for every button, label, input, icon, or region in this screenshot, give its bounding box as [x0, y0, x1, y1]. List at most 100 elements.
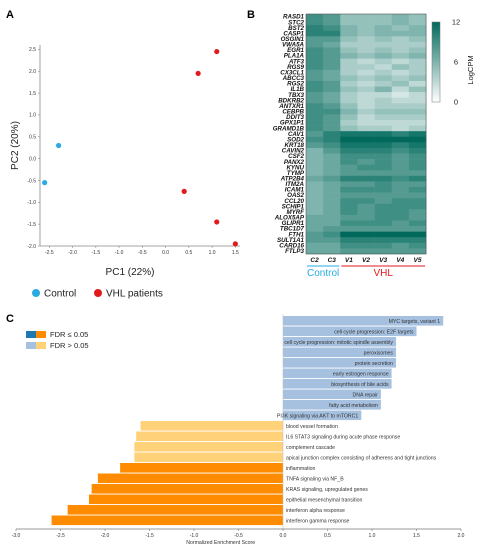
gene-label: ATF3	[288, 58, 305, 65]
heatmap-cell	[323, 147, 341, 154]
term-label: MYC targets, variant 1	[389, 319, 441, 325]
x-tick-label: 1.5	[232, 250, 239, 256]
heatmap-cell	[408, 214, 427, 221]
legend-label: Control	[44, 289, 76, 300]
heatmap-cell	[306, 237, 324, 244]
heatmap-cell	[391, 108, 410, 115]
heatmap-cell	[323, 175, 341, 182]
heatmap-cell	[391, 203, 410, 210]
heatmap-cell	[408, 209, 427, 216]
heatmap-cell	[391, 198, 410, 205]
y-tick-label: 0.5	[29, 135, 36, 141]
heatmap-cell	[323, 142, 341, 149]
heatmap-cell	[374, 25, 393, 32]
heatmap-cell	[340, 164, 358, 171]
gene-label: TBC1D7	[280, 226, 305, 233]
heatmap-cell	[340, 120, 358, 126]
heatmap-cell	[323, 14, 341, 20]
heatmap-cell	[357, 186, 375, 193]
heatmap-cell	[374, 64, 393, 71]
heatmap-cell	[391, 231, 410, 238]
heatmap-cell	[357, 198, 375, 205]
term-label: DNA repair	[353, 393, 379, 399]
heatmap-cell	[357, 36, 375, 43]
heatmap-cell	[374, 231, 393, 238]
heatmap-cell	[323, 64, 341, 71]
nes-bar	[283, 389, 381, 400]
gene-label: GLIPR1	[282, 220, 305, 227]
heatmap-cell	[340, 142, 358, 149]
heatmap-cell	[306, 25, 324, 32]
heatmap-cell	[391, 41, 410, 48]
heatmap-cell	[408, 220, 427, 227]
heatmap-cell	[323, 248, 341, 255]
heatmap-cell	[340, 36, 358, 43]
heatmap-cell	[374, 19, 393, 26]
heatmap-cell	[374, 92, 393, 98]
heatmap-cell	[306, 125, 324, 132]
heatmap-cell	[408, 175, 427, 182]
heatmap-cell	[306, 120, 324, 126]
nes-bar	[91, 484, 284, 494]
heatmap-cell	[323, 69, 341, 76]
heatmap-cell	[357, 25, 375, 32]
heatmap-cell	[374, 136, 393, 143]
heatmap-cell	[391, 142, 410, 149]
term-label: blood vessel formation	[286, 424, 338, 430]
heatmap-cell	[306, 170, 324, 177]
heatmap-cell	[306, 231, 324, 238]
heatmap-cell	[391, 153, 410, 160]
heatmap-cell	[374, 41, 393, 48]
term-label: TNFA signaling via NF_B	[286, 477, 344, 483]
pca-scatter-plot: -2.5 -2.0 -1.5 -1.0 -0.5 0.0 0.5 1.0 1.5 2.5 2.0 1.…	[10, 45, 240, 300]
term-label: PI3K signaling via AKT to mTORC1	[277, 414, 359, 420]
heatmap-cell	[357, 242, 375, 249]
heatmap-cell	[323, 220, 341, 227]
enrichment-bar-chart: MYC targets, variant 1 cell cycle progres…	[12, 314, 465, 546]
gene-label: CSF2	[288, 153, 304, 160]
heatmap-cell	[391, 181, 410, 188]
gene-label: CAV1	[288, 131, 305, 138]
column-label: V1	[345, 257, 353, 264]
gene-label: GPX1P1	[280, 120, 305, 127]
heatmap-cell	[408, 58, 427, 65]
term-label: KRAS signaling, upregulated genes	[286, 487, 368, 493]
heatmap-cell	[374, 186, 393, 193]
heatmap-cell	[391, 175, 410, 182]
gene-label: TBX3	[288, 92, 304, 99]
heatmap-cell	[306, 203, 324, 210]
heatmap-cell	[357, 86, 375, 93]
heatmap-cell	[408, 153, 427, 160]
data-point	[42, 180, 48, 186]
heatmap-cell	[408, 164, 427, 171]
colorbar-tick-label: 0	[454, 98, 458, 107]
heatmap-cell	[408, 136, 427, 143]
heatmap-cell	[340, 19, 358, 26]
heatmap-cell	[391, 53, 410, 59]
heatmap-cell	[391, 220, 410, 227]
heatmap-cell	[340, 248, 358, 255]
heatmap-cell	[323, 53, 341, 59]
heatmap-cell	[323, 80, 341, 87]
heatmap-cell	[340, 86, 358, 93]
heatmap-cell	[323, 153, 341, 160]
heatmap-cell	[374, 147, 393, 154]
heatmap-cell	[340, 159, 358, 165]
heatmap-cell	[306, 30, 324, 37]
heatmap-cell	[408, 125, 427, 132]
heatmap-cell	[340, 175, 358, 182]
heatmap-cell	[357, 64, 375, 71]
heatmap-cell	[357, 69, 375, 76]
gene-label: VWA5A	[282, 42, 305, 49]
heatmap-cell	[374, 97, 393, 104]
heatmap-cell	[357, 108, 375, 115]
heatmap-cell	[391, 36, 410, 43]
gene-label: ABCC3	[282, 75, 305, 82]
heatmap-cell	[340, 114, 358, 121]
heatmap-cell	[374, 120, 393, 126]
gene-label: BDKRB2	[278, 97, 304, 104]
heatmap-cell	[374, 131, 393, 138]
heatmap-cell	[323, 114, 341, 121]
gene-label: CARD16	[279, 242, 304, 249]
heatmap-cell	[323, 136, 341, 143]
